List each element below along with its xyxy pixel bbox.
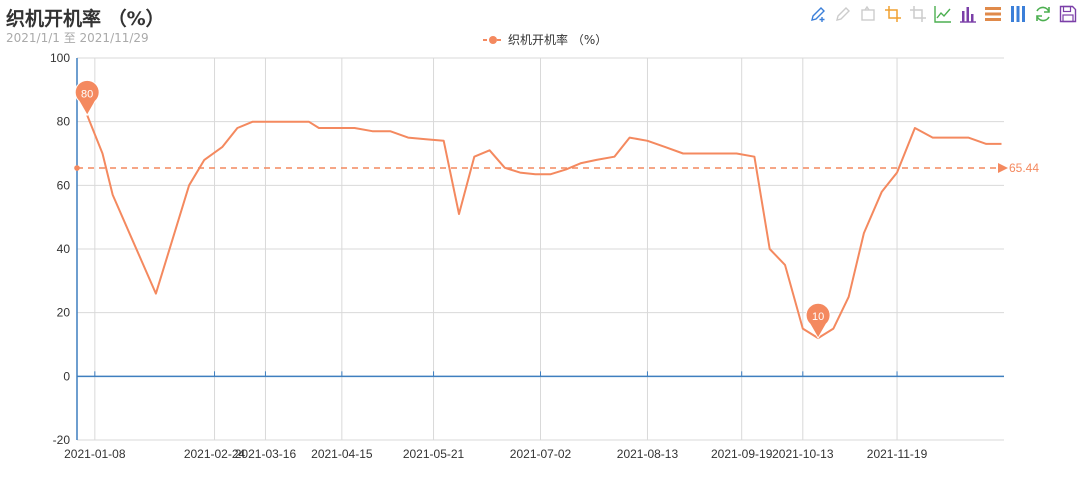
y-tick-label: 80 [57, 115, 71, 129]
legend: 织机开机率 （%） [483, 32, 607, 47]
max-mark-pin [74, 79, 100, 117]
chart-title: 织机开机率 （%） [6, 8, 165, 30]
max-mark-label: 80 [81, 88, 93, 100]
x-tick-label: 2021-03-16 [235, 447, 297, 461]
draw-polygon-icon[interactable] [833, 4, 853, 24]
chart-subtitle: 2021/1/1 至 2021/11/29 [6, 31, 149, 45]
series-line [86, 114, 1002, 340]
save-image-icon[interactable] [1058, 4, 1078, 24]
x-tick-label: 2021-11-19 [867, 447, 928, 461]
x-tick-label: 2021-05-21 [403, 447, 465, 461]
x-tick-label: 2021-02-24 [184, 447, 246, 461]
x-tick-label: 2021-07-02 [510, 447, 572, 461]
chart-toolbox [808, 4, 1078, 24]
max-mark-point: 80 [74, 79, 100, 117]
x-tick-label: 2021-01-08 [64, 447, 126, 461]
min-mark-label: 10 [812, 311, 824, 323]
y-tick-label: 0 [63, 369, 70, 383]
average-mark-line-start [74, 165, 80, 171]
series-points [86, 114, 1002, 339]
y-tick-label: 60 [57, 178, 71, 192]
min-mark-pin [805, 302, 831, 340]
draw-rect-icon[interactable] [808, 4, 828, 24]
bar-chart-icon[interactable] [958, 4, 978, 24]
y-tick-label: 100 [50, 51, 70, 65]
x-tick-label: 2021-10-13 [772, 447, 834, 461]
legend-marker [489, 36, 497, 44]
clear-icon[interactable] [858, 4, 878, 24]
x-tick-label: 2021-04-15 [311, 447, 373, 461]
y-tick-label: -20 [53, 433, 71, 447]
x-tick-label: 2021-08-13 [617, 447, 679, 461]
min-mark-point: 10 [805, 302, 831, 340]
stack-icon[interactable] [983, 4, 1003, 24]
average-mark-line-label: 65.44 [1009, 161, 1039, 175]
legend-label: 织机开机率 （%） [508, 32, 607, 47]
average-mark-line-arrow [998, 163, 1008, 174]
y-tick-label: 20 [57, 306, 71, 320]
restore-icon[interactable] [1033, 4, 1053, 24]
line-chart-icon[interactable] [933, 4, 953, 24]
x-tick-label: 2021-09-19 [711, 447, 773, 461]
tiled-icon[interactable] [1008, 4, 1028, 24]
y-tick-label: 40 [57, 242, 71, 256]
zoom-reset-icon[interactable] [908, 4, 928, 24]
zoom-select-icon[interactable] [883, 4, 903, 24]
